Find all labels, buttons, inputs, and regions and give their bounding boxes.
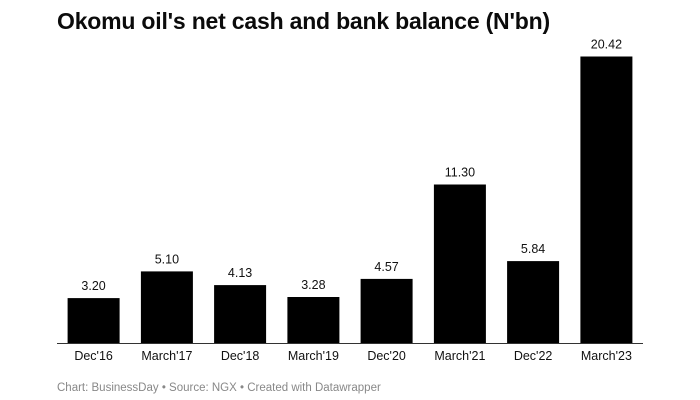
category-label-7: March'23 (581, 349, 632, 363)
category-label-4: Dec'20 (367, 349, 406, 363)
bar-3 (287, 297, 340, 343)
bars-group (67, 56, 633, 343)
bar-7 (580, 56, 633, 343)
value-label-1: 5.10 (155, 252, 179, 266)
value-labels-group: 3.20 5.10 4.13 3.28 4.57 11.30 5.84 20.42 (81, 38, 622, 294)
category-label-2: Dec'18 (221, 349, 260, 363)
value-label-4: 4.57 (374, 260, 398, 274)
value-label-7: 20.42 (591, 38, 622, 52)
value-label-6: 5.84 (521, 242, 545, 256)
category-label-0: Dec'16 (74, 349, 113, 363)
bar-6 (507, 261, 560, 343)
value-label-3: 3.28 (301, 278, 325, 292)
chart-title: Okomu oil's net cash and bank balance (N… (57, 8, 550, 34)
chart-footer: Chart: BusinessDay • Source: NGX • Creat… (57, 382, 381, 394)
value-label-5: 11.30 (445, 166, 475, 180)
bar-1 (140, 271, 193, 343)
bar-5 (433, 184, 486, 343)
category-label-1: March'17 (141, 349, 192, 363)
value-label-2: 4.13 (228, 266, 252, 280)
bar-0 (67, 298, 120, 343)
category-label-6: Dec'22 (514, 349, 553, 363)
category-labels-group: Dec'16 March'17 Dec'18 March'19 Dec'20 March'… (74, 349, 632, 363)
bar-4 (360, 278, 413, 343)
category-label-5: March'21 (434, 349, 485, 363)
bar-2 (214, 285, 267, 343)
value-label-0: 3.20 (81, 279, 105, 293)
category-label-3: March'19 (288, 349, 339, 363)
